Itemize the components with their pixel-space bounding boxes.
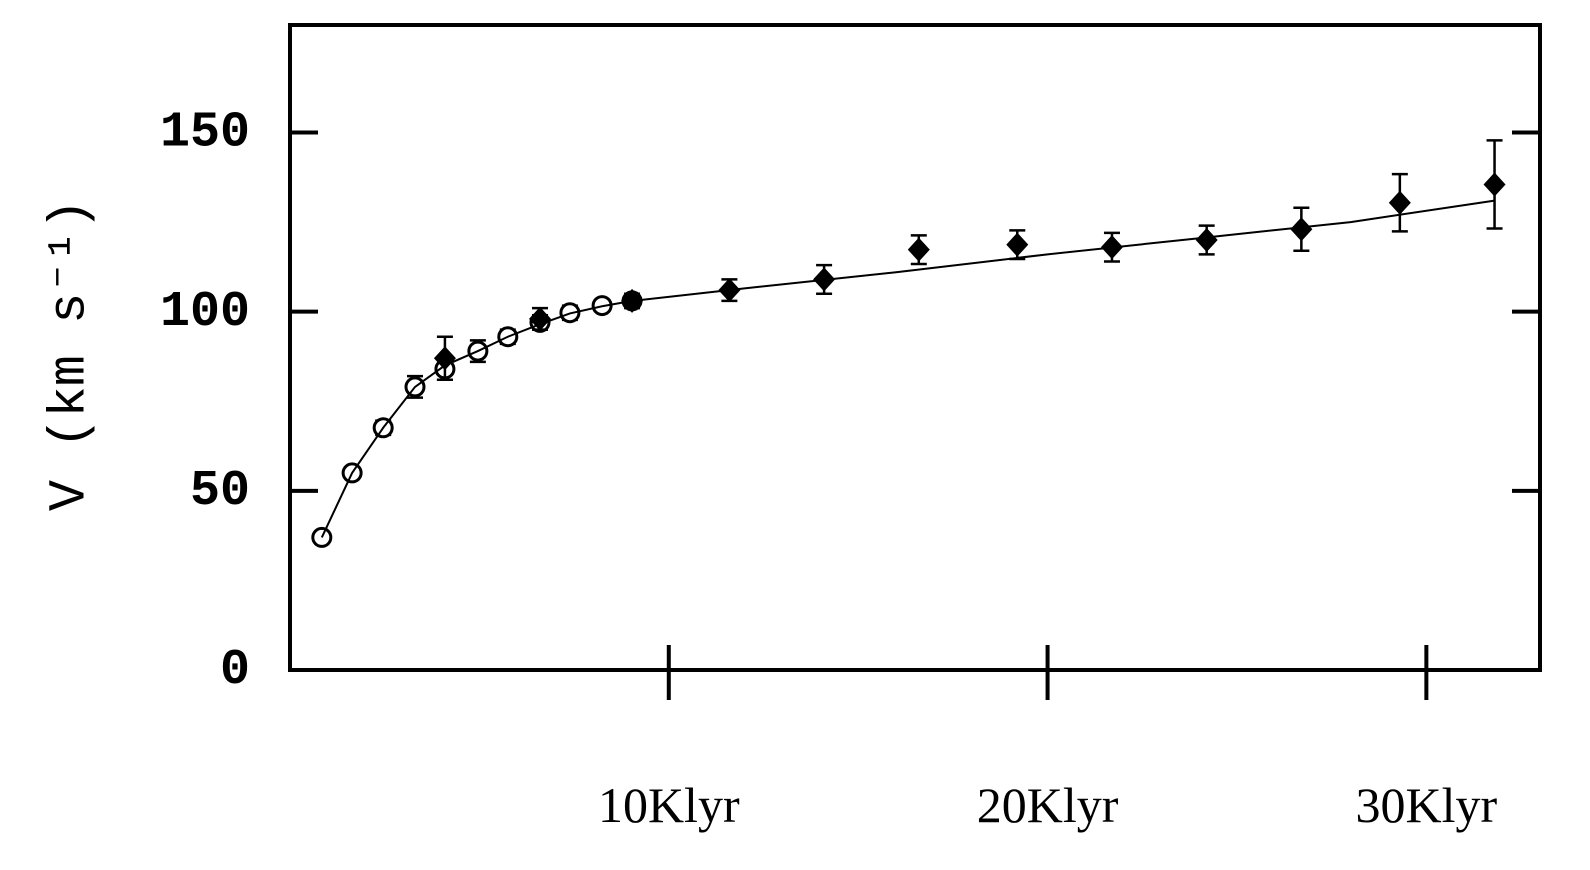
x-tick-label: 20Klyr bbox=[977, 777, 1119, 833]
y-tick-label: 0 bbox=[220, 642, 250, 699]
y-axis-label: V (km s⁻¹) bbox=[41, 199, 100, 511]
data-point bbox=[1388, 190, 1411, 215]
y-tick-label: 150 bbox=[160, 105, 250, 162]
data-point bbox=[433, 346, 456, 371]
data-point bbox=[1006, 232, 1029, 257]
data-point bbox=[1483, 172, 1506, 197]
x-tick-label: 10Klyr bbox=[598, 777, 740, 833]
fit-line bbox=[320, 199, 1495, 538]
data-point bbox=[1195, 228, 1218, 252]
x-tick-label: 30Klyr bbox=[1356, 777, 1498, 833]
data-point bbox=[907, 237, 930, 262]
plot-frame bbox=[288, 23, 1542, 672]
data-point bbox=[1290, 217, 1313, 242]
data-point bbox=[529, 306, 551, 331]
y-tick-label: 100 bbox=[160, 284, 250, 341]
y-tick-label: 50 bbox=[190, 463, 250, 520]
